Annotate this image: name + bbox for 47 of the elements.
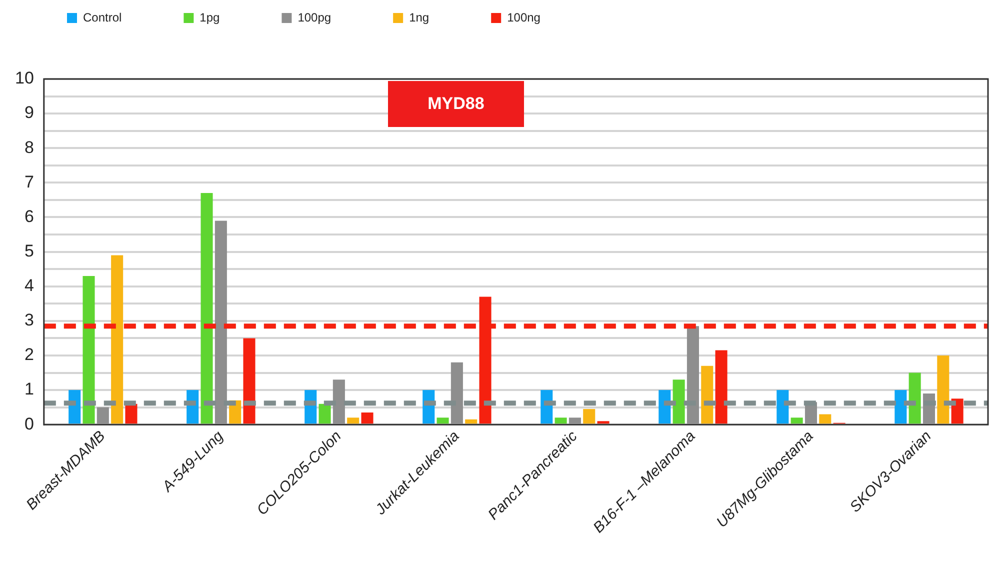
y-tick-label: 10 xyxy=(14,68,34,88)
bar xyxy=(125,404,138,424)
bar xyxy=(68,390,81,424)
bar xyxy=(819,414,832,424)
bar xyxy=(214,220,227,424)
y-tick-label: 1 xyxy=(24,380,34,399)
y-tick-label: 2 xyxy=(24,345,34,364)
bar xyxy=(658,390,671,424)
bar xyxy=(318,404,331,424)
bar xyxy=(96,407,109,424)
bar xyxy=(361,412,374,424)
legend-label: 100ng xyxy=(507,10,540,24)
bar xyxy=(347,418,360,424)
bar xyxy=(111,255,124,424)
bar xyxy=(894,390,907,424)
bar xyxy=(332,380,345,424)
bar xyxy=(715,350,728,424)
bar xyxy=(951,398,964,424)
bar xyxy=(436,418,449,424)
bar xyxy=(790,418,803,424)
legend-label: 1ng xyxy=(409,10,430,24)
bar xyxy=(568,418,581,424)
y-tick-label: 0 xyxy=(24,414,34,434)
y-tick-label: 9 xyxy=(24,103,34,122)
bar xyxy=(450,362,463,424)
bar xyxy=(597,421,610,424)
bar xyxy=(701,366,714,424)
y-tick-label: 7 xyxy=(24,172,34,192)
bar xyxy=(82,276,95,424)
y-tick-label: 3 xyxy=(24,310,34,330)
legend-label: 100pg xyxy=(298,10,332,24)
legend-label: Control xyxy=(83,10,122,24)
bar xyxy=(686,326,699,424)
bar xyxy=(776,390,789,424)
bar xyxy=(465,419,478,424)
y-tick-label: 5 xyxy=(24,241,34,260)
bar xyxy=(583,409,596,424)
legend-label: 1pg xyxy=(200,10,220,24)
bar xyxy=(672,380,685,424)
y-tick-label: 4 xyxy=(24,276,34,296)
y-tick-label: 8 xyxy=(24,138,34,157)
bar xyxy=(937,355,950,424)
bar xyxy=(554,418,567,424)
bar xyxy=(243,338,256,424)
bar xyxy=(200,193,213,424)
bar xyxy=(908,372,921,424)
y-tick-label: 6 xyxy=(24,206,34,226)
